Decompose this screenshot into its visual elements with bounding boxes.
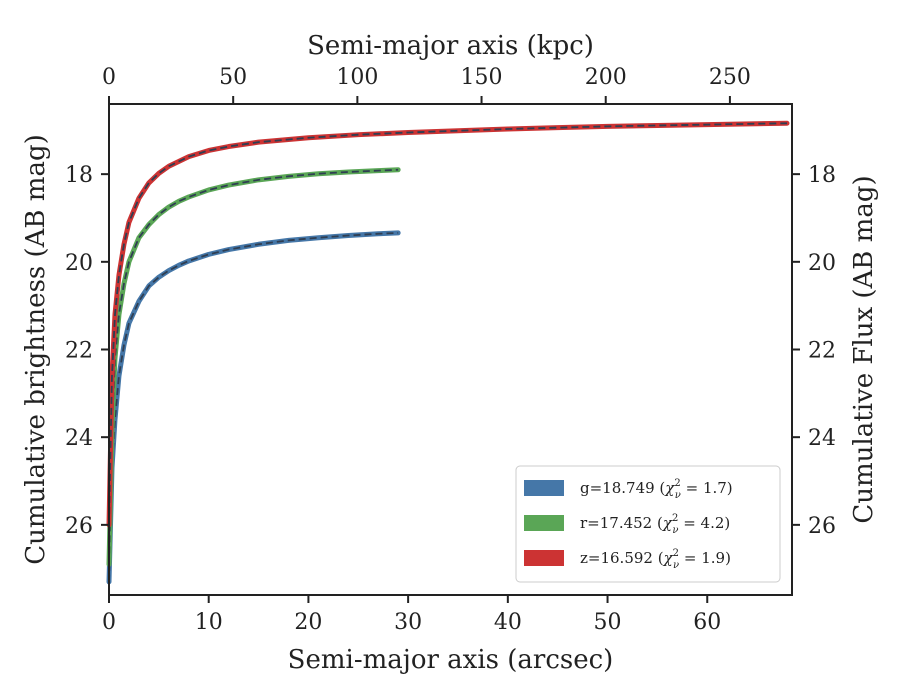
x-top-tick-label: 100 [336, 65, 378, 90]
y-tick-label: 26 [65, 514, 93, 539]
x-top-tick-label: 150 [461, 65, 503, 90]
legend: g=18.749 (χ2 ν = 1.7) r=17.452 (χ2 ν = 4.2)… [515, 465, 781, 583]
x-top-tick-label: 0 [102, 65, 116, 90]
x-tick-label: 30 [394, 610, 422, 635]
y-tick-label: 20 [65, 251, 93, 276]
y-right-tick-label: 20 [808, 251, 836, 276]
series-2-curve [106, 120, 790, 528]
y-right-tick-label: 18 [808, 163, 836, 188]
x-axis-label: Semi-major axis (arcsec) [288, 645, 614, 675]
x-tick-label: 40 [494, 610, 522, 635]
y-right-tick-label: 24 [808, 426, 836, 451]
series-1-curve [106, 167, 401, 567]
x-tick-label: 50 [594, 610, 622, 635]
legend-box [515, 465, 781, 583]
x-tick-label: 20 [294, 610, 322, 635]
y-tick-label: 18 [65, 163, 93, 188]
y-right-axis-label: Cumulative Flux (AB mag) [849, 175, 879, 523]
series-0-model-line [108, 231, 399, 582]
legend-swatch [524, 515, 564, 531]
x-tick-label: 0 [102, 610, 116, 635]
x-tick-label: 60 [693, 610, 721, 635]
axis-ticks: 0 10 20 30 40 50 60 0 50 100 150 200 250 18 18 20 20 22 22… [65, 65, 836, 635]
series-2-model-line [108, 122, 788, 525]
series-1-model-line [108, 168, 399, 565]
legend-swatch [524, 550, 564, 566]
x-top-axis-label: Semi-major axis (kpc) [307, 31, 594, 61]
x-top-tick-label: 250 [709, 65, 751, 90]
legend-entry-2: z=16.592 (χ2 ν = 1.9) [580, 548, 731, 571]
x-top-tick-label: 50 [219, 65, 247, 90]
y-right-tick-label: 22 [808, 339, 836, 364]
y-right-tick-label: 26 [808, 514, 836, 539]
x-top-tick-label: 200 [585, 65, 627, 90]
legend-entry-1: r=17.452 (χ2 ν = 4.2) [580, 513, 730, 536]
y-tick-label: 24 [65, 426, 93, 451]
chart-marks [106, 120, 790, 585]
y-axis-label: Cumulative brightness (AB mag) [21, 134, 51, 565]
legend-entry-0: g=18.749 (χ2 ν = 1.7) [580, 478, 733, 501]
y-tick-label: 22 [65, 339, 93, 364]
x-tick-label: 10 [195, 610, 223, 635]
legend-swatch [524, 480, 564, 496]
series-0-curve [106, 230, 401, 585]
